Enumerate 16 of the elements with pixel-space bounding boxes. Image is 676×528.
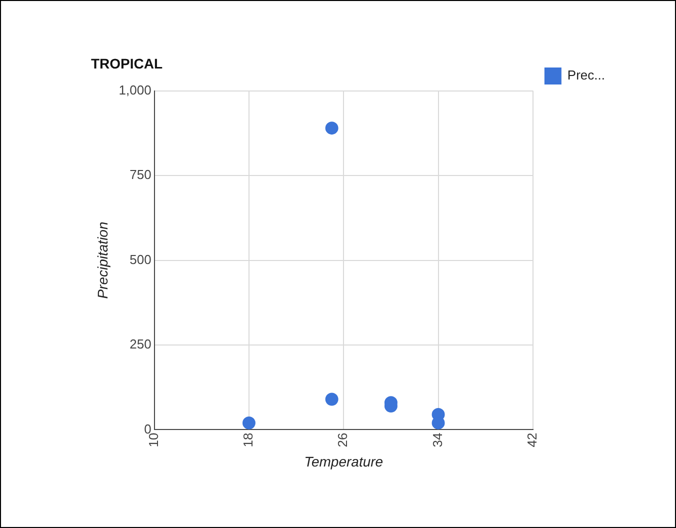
point	[325, 122, 338, 135]
y-tick-label: 750	[130, 167, 152, 182]
x-tick-label: 34	[430, 432, 445, 448]
point	[325, 392, 338, 406]
x-tick-label: 42	[524, 432, 540, 448]
chart-title: TROPICAL	[91, 55, 163, 72]
y-tick-label: 250	[130, 336, 152, 352]
x-tick-label: 26	[335, 432, 350, 448]
x-tick-label: 10	[146, 432, 161, 448]
x-axis-title: Temperature	[304, 453, 384, 470]
y-axis-title: Precipitation	[94, 222, 110, 299]
y-tick-label: 500	[130, 252, 152, 267]
y-tick-label: 1,000	[118, 82, 152, 98]
point	[242, 416, 256, 430]
legend-label: Prec...	[567, 68, 606, 83]
x-tick-label: 18	[240, 432, 256, 448]
